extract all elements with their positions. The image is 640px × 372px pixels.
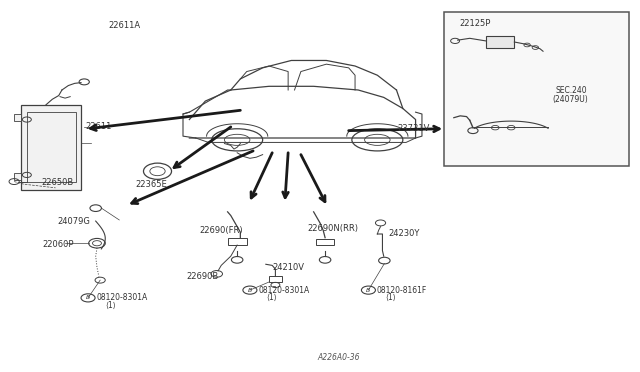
Bar: [316, 239, 334, 245]
Text: ⟨1⟩: ⟨1⟩: [266, 293, 277, 302]
Text: 22611: 22611: [86, 122, 112, 131]
Text: B: B: [366, 288, 371, 293]
Text: 08120-8301A: 08120-8301A: [97, 294, 148, 302]
Text: B: B: [248, 288, 252, 293]
Text: 22690(FR): 22690(FR): [199, 226, 243, 235]
Text: A226A0-36: A226A0-36: [318, 353, 360, 362]
Text: 24230Y: 24230Y: [389, 230, 420, 238]
Bar: [486, 36, 515, 48]
Bar: [444, 13, 629, 166]
Text: 22365E: 22365E: [135, 180, 167, 189]
Text: ⟨1⟩: ⟨1⟩: [105, 301, 116, 310]
Text: 24210V: 24210V: [272, 263, 304, 272]
Bar: [269, 276, 282, 282]
Text: 22125P: 22125P: [459, 19, 490, 28]
Bar: [27, 112, 76, 182]
Bar: [228, 238, 246, 245]
Text: 08120-8161F: 08120-8161F: [377, 286, 427, 295]
Text: 22690N(RR): 22690N(RR): [307, 224, 358, 233]
Text: 08120-8301A: 08120-8301A: [258, 286, 309, 295]
Text: 24079G: 24079G: [58, 217, 90, 225]
Text: (24079U): (24079U): [552, 95, 588, 104]
Text: 22611A: 22611A: [108, 21, 141, 30]
Text: B: B: [86, 295, 90, 300]
Text: 22650B: 22650B: [41, 178, 73, 187]
Text: 23731V: 23731V: [397, 124, 430, 133]
Text: SEC.240: SEC.240: [556, 86, 588, 94]
Text: 22060P: 22060P: [43, 240, 74, 249]
Bar: [20, 105, 81, 190]
Text: 22690B: 22690B: [186, 272, 218, 281]
Bar: [14, 114, 20, 121]
Bar: [14, 173, 20, 180]
Text: ⟨1⟩: ⟨1⟩: [385, 293, 396, 302]
